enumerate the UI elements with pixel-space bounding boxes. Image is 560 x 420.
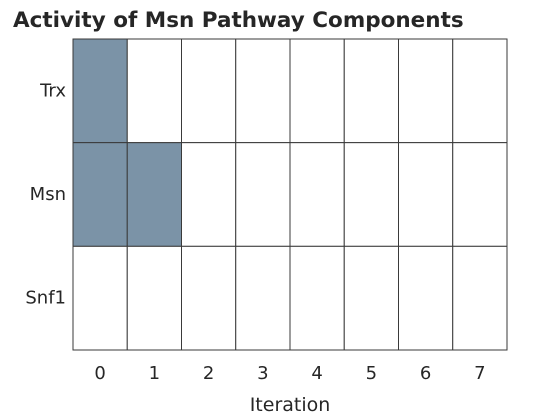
x-tick-label-3: 3 [257,363,268,384]
heatmap-cell-trx-0 [72,38,128,144]
x-tick-label-0: 0 [94,363,105,384]
heatmap-cell-snf1-3 [235,245,291,351]
heatmap-cell-msn-3 [235,142,291,247]
heatmap-cell-trx-1 [126,38,182,144]
heatmap-cell-trx-7 [452,38,508,144]
x-tick-label-7: 7 [474,363,485,384]
heatmap-cell-msn-0 [72,142,128,247]
heatmap-cell-snf1-4 [289,245,345,351]
row-label-msn: Msn [30,184,66,205]
x-tick-label-5: 5 [366,363,377,384]
heatmap-cell-msn-1 [126,142,182,247]
plot-frame [72,38,508,351]
heatmap-cell-snf1-1 [126,245,182,351]
heatmap-cell-snf1-7 [452,245,508,351]
heatmap-cell-msn-2 [181,142,237,247]
row-label-snf1: Snf1 [25,288,66,309]
heatmap-cell-trx-4 [289,38,345,144]
heatmap-cell-snf1-0 [72,245,128,351]
x-axis-label: Iteration [250,394,331,416]
x-tick-labels: 0 1 2 3 4 5 6 7 [94,363,485,384]
heatmap-cell-trx-6 [398,38,454,144]
x-tick-label-2: 2 [203,363,214,384]
heatmap-cell-trx-5 [343,38,399,144]
row-label-trx: Trx [39,80,66,101]
heatmap-cell-snf1-6 [398,245,454,351]
heatmap-cell-trx-2 [181,38,237,144]
heatmap-cell-trx-3 [235,38,291,144]
chart-title: Activity of Msn Pathway Components [13,8,464,33]
x-tick-label-1: 1 [149,363,160,384]
heatmap-cell-msn-5 [343,142,399,247]
heatmap-cell-msn-4 [289,142,345,247]
heatmap-cell-msn-7 [452,142,508,247]
x-tick-label-6: 6 [420,363,431,384]
heatmap-cells [72,38,508,351]
heatmap-cell-msn-6 [398,142,454,247]
heatmap-cell-snf1-2 [181,245,237,351]
row-labels: Trx Msn Snf1 [25,80,66,308]
x-tick-label-4: 4 [311,363,322,384]
heatmap-cell-snf1-5 [343,245,399,351]
